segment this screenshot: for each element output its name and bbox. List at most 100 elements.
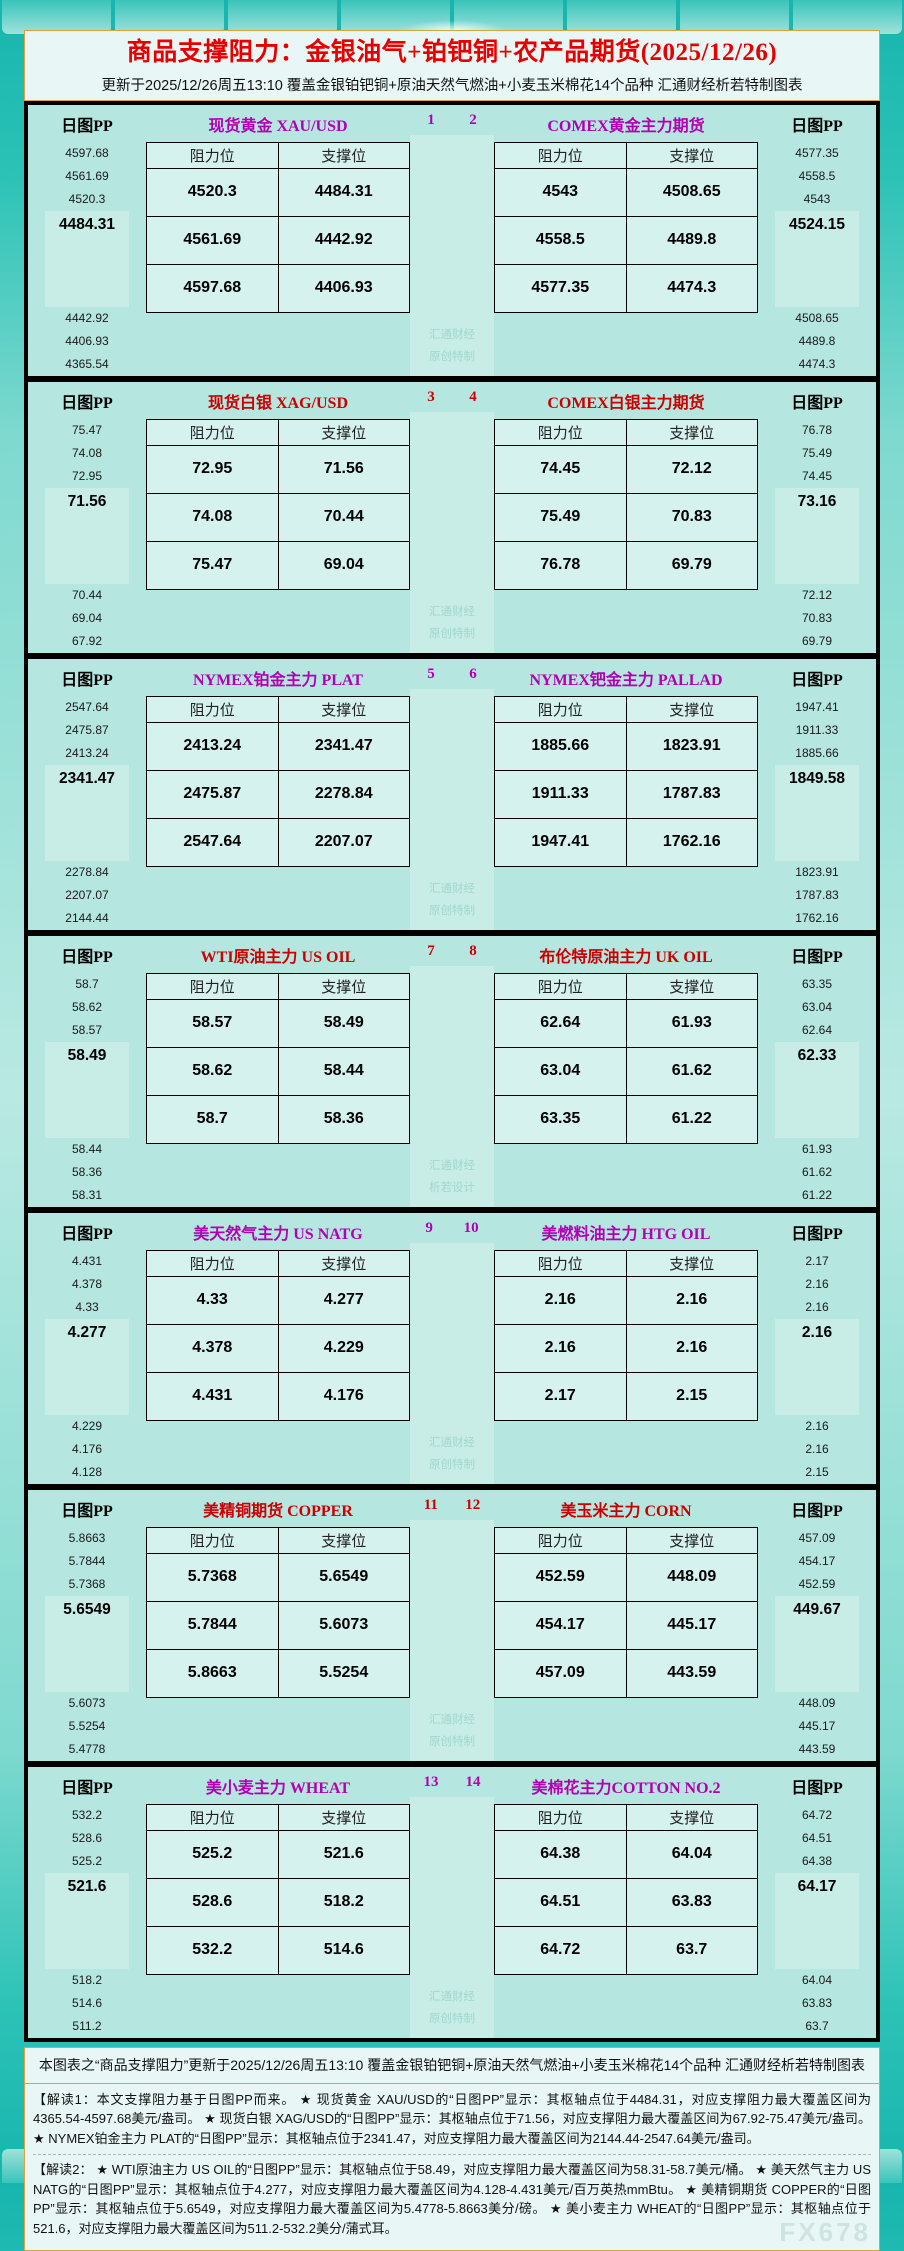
resistance-value: 63.04 <box>494 1046 627 1096</box>
resistance-value: 58.57 <box>146 998 279 1048</box>
pp-ladder-header: 日图PP <box>791 1225 843 1243</box>
instrument-panel-right: 美棉花主力COTTON NO.2 阻力位 支撑位 64.38 64.04 64.51 63.… <box>494 1766 758 2038</box>
pp-level-value: 61.22 <box>801 1188 833 1202</box>
instrument-name: 现货白银 XAG/USD <box>146 381 410 419</box>
pp-level-value: 2.16 <box>805 1300 829 1314</box>
resistance-column-header: 阻力位 <box>146 141 279 169</box>
instrument-panel-left: WTI原油主力 US OIL 阻力位 支撑位 58.57 58.49 58.62 58.44… <box>146 935 410 1207</box>
pp-ladder-header: 日图PP <box>61 671 113 689</box>
resistance-value: 4597.68 <box>146 263 279 313</box>
watermark-line: 析若设计 <box>429 1181 475 1194</box>
pp-level-value: 74.45 <box>801 469 833 483</box>
table-row: 2413.24 2341.47 <box>146 721 410 771</box>
support-value: 61.22 <box>625 1094 758 1144</box>
block-index-numbers: 9 10 <box>410 1212 494 1243</box>
pp-pivot-value: 4484.31 <box>45 210 129 307</box>
resistance-value: 76.78 <box>494 540 627 590</box>
resistance-value: 4577.35 <box>494 263 627 313</box>
resistance-value: 2547.64 <box>146 817 279 867</box>
pp-level-value: 75.47 <box>71 423 103 437</box>
pp-level-value: 67.92 <box>71 634 103 648</box>
pp-pivot-value: 62.33 <box>775 1041 859 1138</box>
instrument-name: NYMEX钯金主力 PALLAD <box>494 658 758 696</box>
pp-level-value: 64.72 <box>801 1808 833 1822</box>
support-column-header: 支撑位 <box>625 418 758 446</box>
pp-level-value: 70.83 <box>801 611 833 625</box>
pp-level-value: 511.2 <box>72 2019 102 2033</box>
support-value: 1823.91 <box>625 721 758 771</box>
instrument-name: 美玉米主力 CORN <box>494 1489 758 1527</box>
pp-level-value: 58.7 <box>75 977 99 991</box>
resistance-value: 75.47 <box>146 540 279 590</box>
pp-level-value: 452.59 <box>798 1577 836 1591</box>
table-header-row: 阻力位 支撑位 <box>146 1803 410 1831</box>
table-header-row: 阻力位 支撑位 <box>146 141 410 169</box>
instrument-block: 日图PP 75.47 74.08 72.95 71.56 70.44 69.04 67.92 现… <box>24 379 880 657</box>
pp-level-value: 4520.3 <box>68 192 106 206</box>
pp-level-value: 61.62 <box>801 1165 833 1179</box>
support-resistance-table: 阻力位 支撑位 4543 4508.65 4558.5 4489.8 4577.35 4474… <box>494 141 758 313</box>
instrument-block-row: 日图PP 5.8663 5.7844 5.7368 5.6549 5.6073 5.5254… <box>26 1489 878 1763</box>
resistance-value: 5.7368 <box>146 1552 279 1602</box>
title-bar: 商品支撑阻力：金银油气+铂钯铜+农产品期货(2025/12/26) 更新于202… <box>24 30 880 101</box>
interpretation-note-2: 【解读2： ★ WTI原油主力 US OIL的“日图PP”显示：其枢轴点位于58… <box>33 2161 871 2236</box>
pp-pivot-value: 64.17 <box>775 1872 859 1969</box>
pp-level-value: 63.35 <box>801 977 833 991</box>
pp-pivot-value: 521.6 <box>45 1872 129 1969</box>
block-index-number: 11 <box>423 1496 438 1513</box>
page-title: 商品支撑阻力：金银油气+铂钯铜+农产品期货(2025/12/26) <box>126 39 778 66</box>
support-column-header: 支撑位 <box>625 972 758 1000</box>
pp-ladder-header: 日图PP <box>791 394 843 412</box>
resistance-value: 1947.41 <box>494 817 627 867</box>
pp-ladder-left: 日图PP 532.2 528.6 525.2 521.6 518.2 514.6 511.2 <box>28 1766 146 2038</box>
instrument-panel-left: 现货白银 XAG/USD 阻力位 支撑位 72.95 71.56 74.08 70.44 75… <box>146 381 410 653</box>
instrument-name: COMEX黄金主力期货 <box>494 104 758 142</box>
table-row: 457.09 443.59 <box>494 1648 758 1698</box>
pp-level-value: 58.62 <box>71 1000 103 1014</box>
fx678-watermark: FX678 <box>779 2216 871 2247</box>
pp-level-value: 4.176 <box>71 1442 103 1456</box>
table-row: 1911.33 1787.83 <box>494 769 758 819</box>
support-value: 521.6 <box>277 1829 410 1879</box>
support-value: 58.49 <box>277 998 410 1048</box>
resistance-value: 72.95 <box>146 444 279 494</box>
pp-ladder-right: 日图PP 457.09 454.17 452.59 449.67 448.09 445.17… <box>758 1489 876 1761</box>
resistance-value: 2.16 <box>494 1323 627 1373</box>
instrument-name: 现货黄金 XAU/USD <box>146 104 410 142</box>
watermark-text: 汇通财经 原创特制 <box>429 1243 475 1484</box>
resistance-value: 5.8663 <box>146 1648 279 1698</box>
watermark-line: 汇通财经 <box>429 1159 475 1172</box>
resistance-value: 74.08 <box>146 492 279 542</box>
resistance-value: 64.51 <box>494 1877 627 1927</box>
instrument-block-row: 日图PP 75.47 74.08 72.95 71.56 70.44 69.04 67.92 现… <box>26 381 878 655</box>
watermark-line: 原创特制 <box>429 627 475 640</box>
table-row: 4.378 4.229 <box>146 1323 410 1373</box>
pp-level-value: 61.93 <box>801 1142 833 1156</box>
watermark-line: 原创特制 <box>429 350 475 363</box>
pp-level-value: 74.08 <box>71 446 103 460</box>
footer-summary-bar: 本图表之“商品支撑阻力”更新于2025/12/26周五13:10 覆盖金银铂钯铜… <box>24 2046 880 2084</box>
resistance-value: 63.35 <box>494 1094 627 1144</box>
pp-level-value: 58.44 <box>71 1142 103 1156</box>
support-value: 2278.84 <box>277 769 410 819</box>
support-value: 63.83 <box>625 1877 758 1927</box>
support-value: 2.16 <box>625 1275 758 1325</box>
pp-level-value: 1787.83 <box>795 888 839 902</box>
table-header-row: 阻力位 支撑位 <box>494 1803 758 1831</box>
pp-level-value: 2.17 <box>805 1254 829 1268</box>
instrument-block: 日图PP 4597.68 4561.69 4520.3 4484.31 4442.92 44… <box>24 100 880 380</box>
support-value: 61.93 <box>625 998 758 1048</box>
pp-level-value: 532.2 <box>71 1808 103 1822</box>
pp-level-value: 72.95 <box>71 469 103 483</box>
pp-level-value: 62.64 <box>801 1023 833 1037</box>
pp-level-value: 63.83 <box>801 1996 833 2010</box>
resistance-column-header: 阻力位 <box>494 1526 627 1554</box>
table-row: 4577.35 4474.3 <box>494 263 758 313</box>
support-column-header: 支撑位 <box>625 1803 758 1831</box>
support-resistance-table: 阻力位 支撑位 5.7368 5.6549 5.7844 5.6073 5.8663 5.52… <box>146 1526 410 1698</box>
pp-pivot-value: 2.16 <box>775 1318 859 1415</box>
table-row: 528.6 518.2 <box>146 1877 410 1927</box>
pp-level-value: 4597.68 <box>65 146 109 160</box>
